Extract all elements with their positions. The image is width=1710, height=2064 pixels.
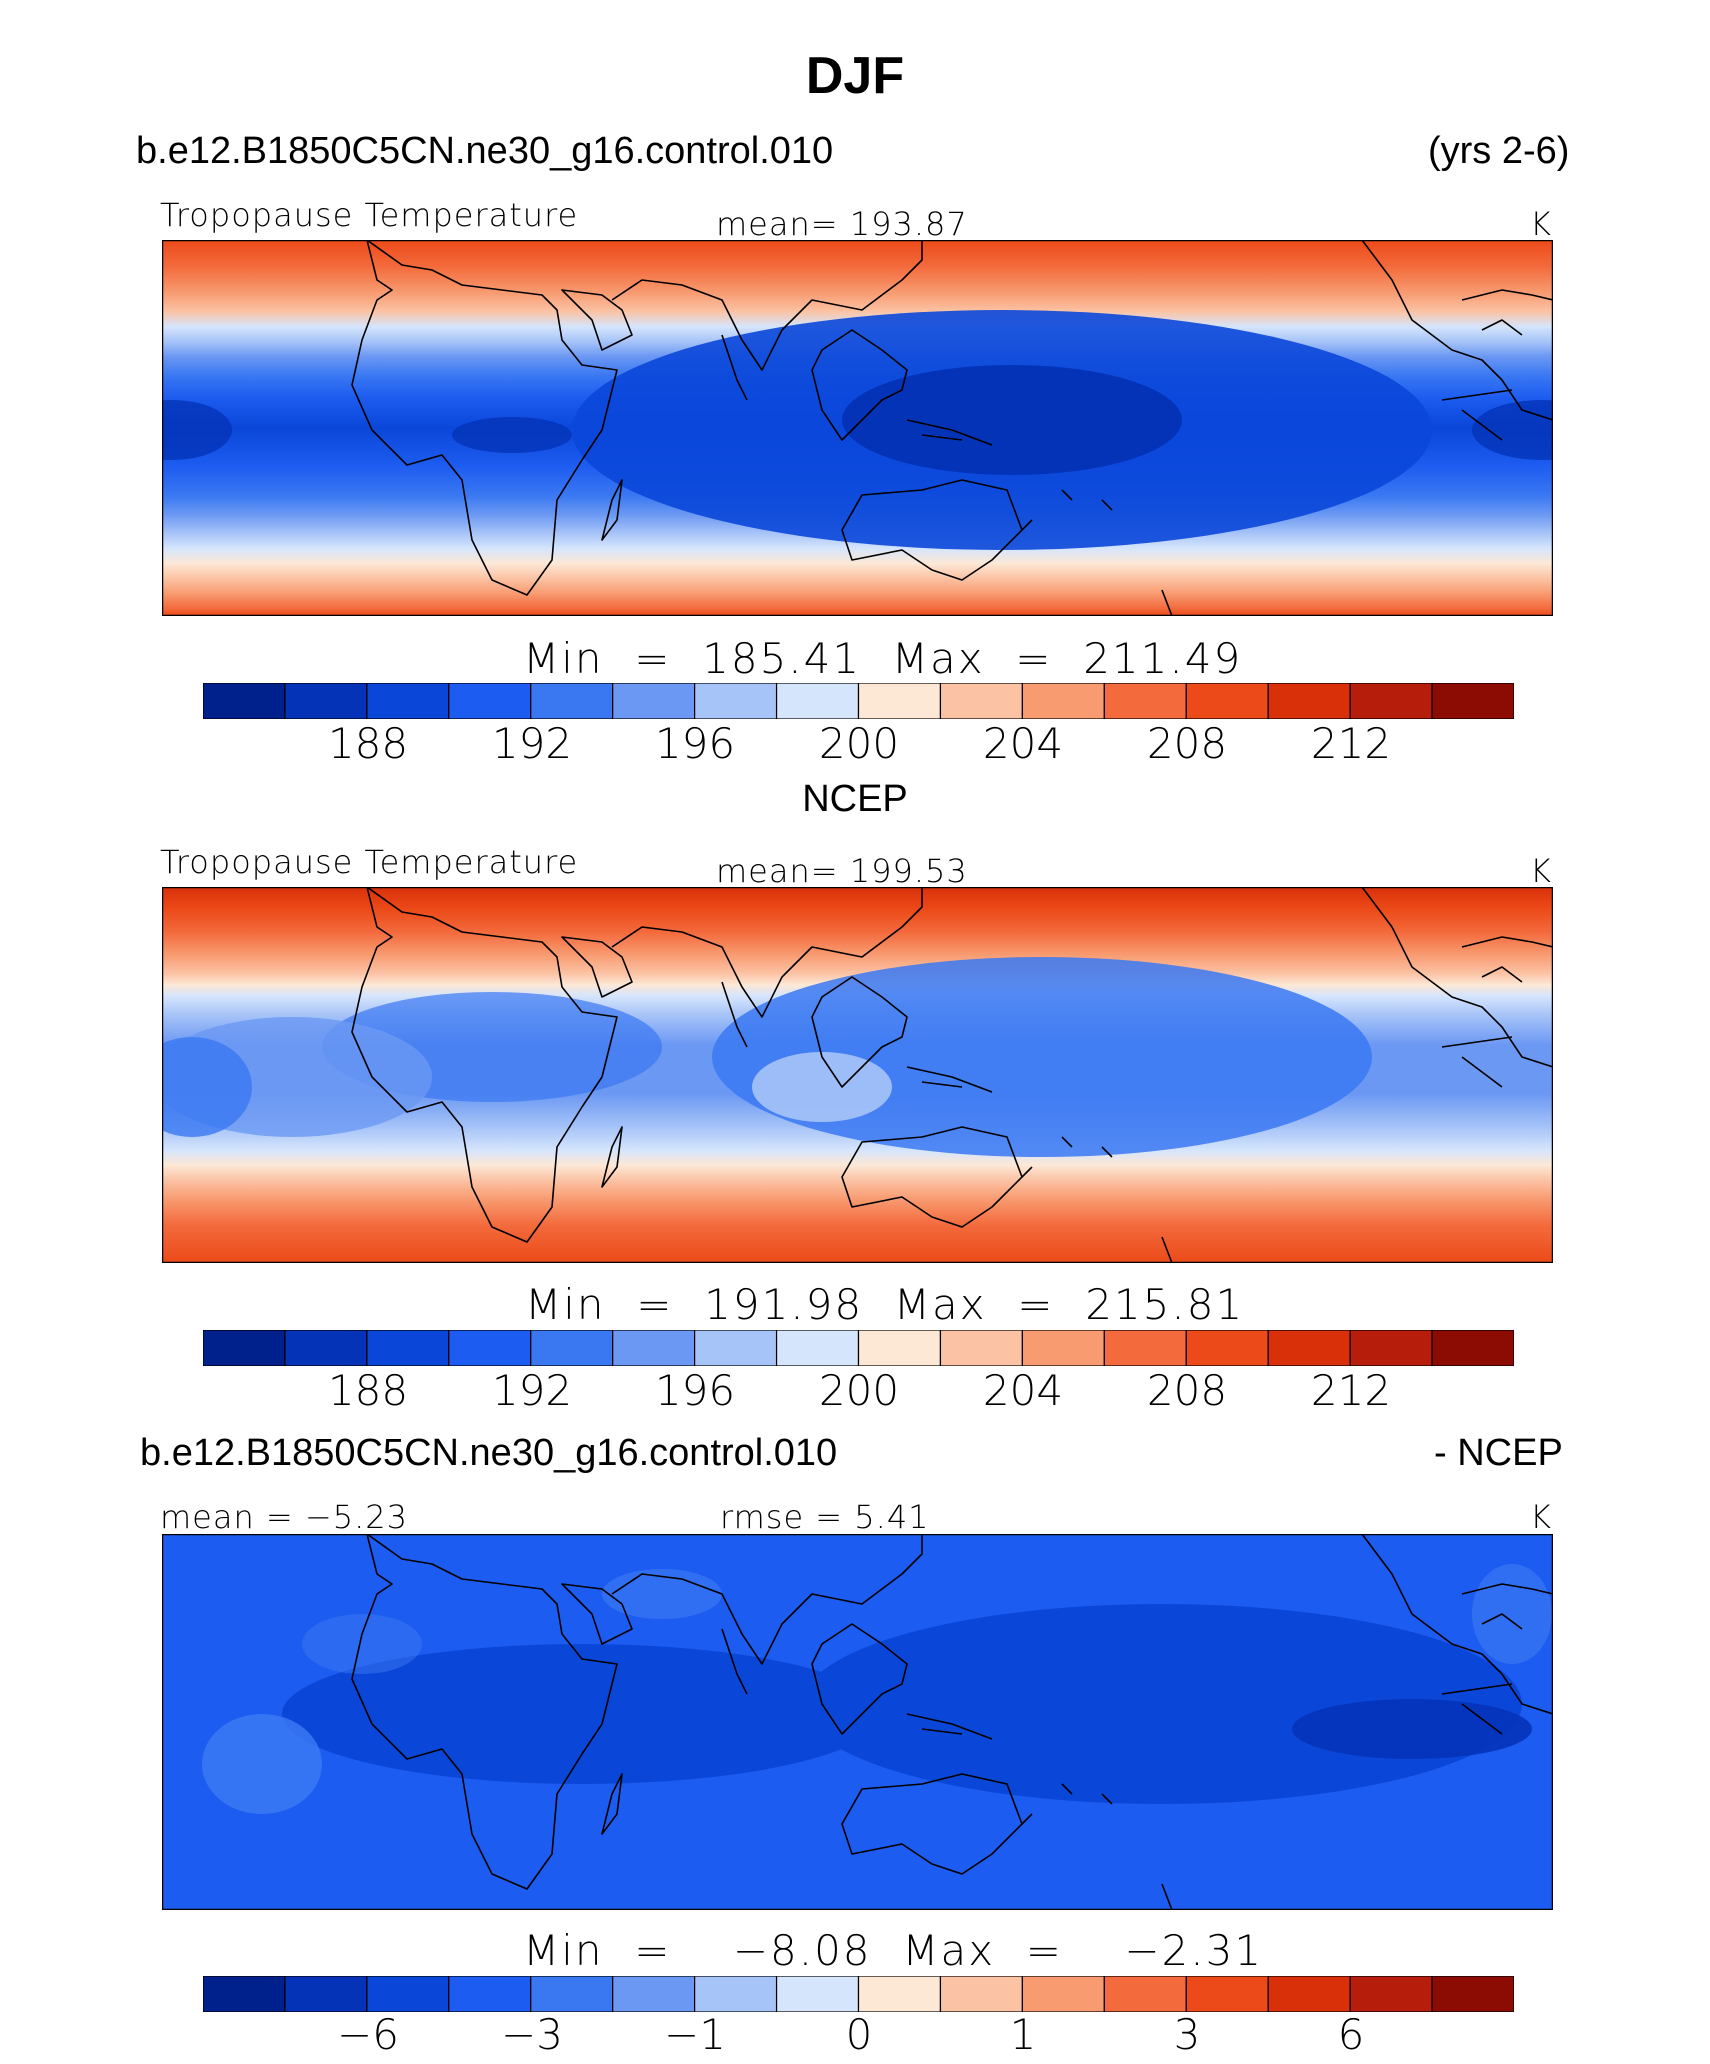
panel1-mean-label: mean= 193.87 [716,205,968,243]
panel2-colorbar [203,1330,1514,1366]
panel2-tick-0: 188 [327,1366,409,1415]
colorbar-box [1103,1330,1187,1366]
colorbar-box [1267,683,1351,719]
panel2-colorbar-boxes [203,1330,1514,1366]
colorbar-box [857,1330,942,1366]
panel1-tick-3: 200 [818,719,900,768]
panel3-tick-3: 0 [845,2010,873,2059]
panel2-tick-2: 196 [654,1366,736,1415]
colorbar-box [775,1330,860,1366]
colorbar-box [448,683,532,719]
panel1-tick-6: 212 [1310,719,1392,768]
panel1-tick-5: 208 [1146,719,1228,768]
panel2-units: K [1530,852,1552,890]
colorbar-box [775,1976,860,2012]
figure-title: DJF [805,47,905,105]
panel2-tick-5: 208 [1146,1366,1228,1415]
colorbar-box [857,1976,942,2012]
colorbar-box [530,1976,614,2012]
colorbar-box [1021,1976,1105,2012]
panel3-tick-0: −6 [337,2010,399,2059]
colorbar-box [366,683,450,719]
panel2-tick-6: 212 [1310,1366,1392,1415]
colorbar-box [939,1976,1023,2012]
panel3-tick-6: 6 [1337,2010,1365,2059]
panel1-tick-1: 192 [491,719,573,768]
panel1-units: K [1530,205,1552,243]
colorbar-box [1267,1976,1351,2012]
colorbar-box [366,1330,450,1366]
colorbar-box [1431,1976,1514,2012]
panel3-map [162,1534,1553,1910]
panel2-mean-label: mean= 199.53 [716,852,968,890]
colorbar-box [530,1330,614,1366]
colorbar-box [366,1976,450,2012]
panel1-colorbar [203,683,1514,719]
panel3-colorbar-boxes [203,1976,1514,2012]
colorbar-box [1021,1330,1105,1366]
panel3-colorbar [203,1976,1514,2012]
colorbar-box [694,1330,778,1366]
colorbar-box [284,1976,368,2012]
colorbar-box [530,683,614,719]
colorbar-box [939,683,1023,719]
colorbar-box [1185,1330,1269,1366]
panel3-mean-label: mean = −5.23 [160,1498,408,1536]
colorbar-box [1103,1976,1187,2012]
colorbar-box [1185,1976,1269,2012]
panel2-tick-4: 204 [982,1366,1064,1415]
colorbar-box [1103,683,1187,719]
colorbar-box [1185,683,1269,719]
panel1-colorbar-boxes [203,683,1514,719]
panel3-units: K [1530,1498,1552,1536]
colorbar-box [775,683,860,719]
years-label: (yrs 2-6) [1428,130,1570,172]
panel2-tick-1: 192 [491,1366,573,1415]
model-case-name: b.e12.B1850C5CN.ne30_g16.control.010 [136,130,834,172]
panel1-map [162,240,1553,616]
colorbar-box [1431,683,1514,719]
colorbar-box [1021,683,1105,719]
colorbar-box [203,1976,286,2012]
panel2-map [162,887,1553,1263]
panel1-min-max: Min = 185.41 Max = 211.49 [523,634,1243,683]
colorbar-box [612,1976,696,2012]
panel2-tick-3: 200 [818,1366,900,1415]
colorbar-box [939,1330,1023,1366]
panel3-tick-1: −3 [501,2010,563,2059]
colorbar-box [694,683,778,719]
diff-minus-obs-label: - NCEP [1434,1432,1563,1474]
diff-case-name: b.e12.B1850C5CN.ne30_g16.control.010 [140,1432,838,1474]
panel1-tick-4: 204 [982,719,1064,768]
colorbar-box [203,1330,286,1366]
panel3-tick-5: 3 [1173,2010,1201,2059]
colorbar-box [1267,1330,1351,1366]
panel2-variable-label: Tropopause Temperature [160,843,579,881]
colorbar-box [203,683,286,719]
colorbar-box [1431,1330,1514,1366]
panel1-variable-label: Tropopause Temperature [160,196,579,234]
panel2-min-max: Min = 191.98 Max = 215.81 [525,1280,1245,1329]
colorbar-box [284,1330,368,1366]
colorbar-box [284,683,368,719]
colorbar-box [448,1976,532,2012]
colorbar-box [1349,1976,1433,2012]
colorbar-box [1349,683,1433,719]
colorbar-box [448,1330,532,1366]
panel3-rmse-label: rmse = 5.41 [720,1498,930,1536]
panel1-tick-2: 196 [654,719,736,768]
colorbar-box [694,1976,778,2012]
obs-dataset-name: NCEP [802,778,908,820]
colorbar-box [612,683,696,719]
colorbar-box [857,683,942,719]
panel3-tick-4: 1 [1009,2010,1037,2059]
panel1-tick-0: 188 [327,719,409,768]
panel3-min-max: Min = −8.08 Max = −2.31 [523,1926,1264,1975]
panel3-tick-2: −1 [664,2010,726,2059]
colorbar-box [1349,1330,1433,1366]
colorbar-box [612,1330,696,1366]
